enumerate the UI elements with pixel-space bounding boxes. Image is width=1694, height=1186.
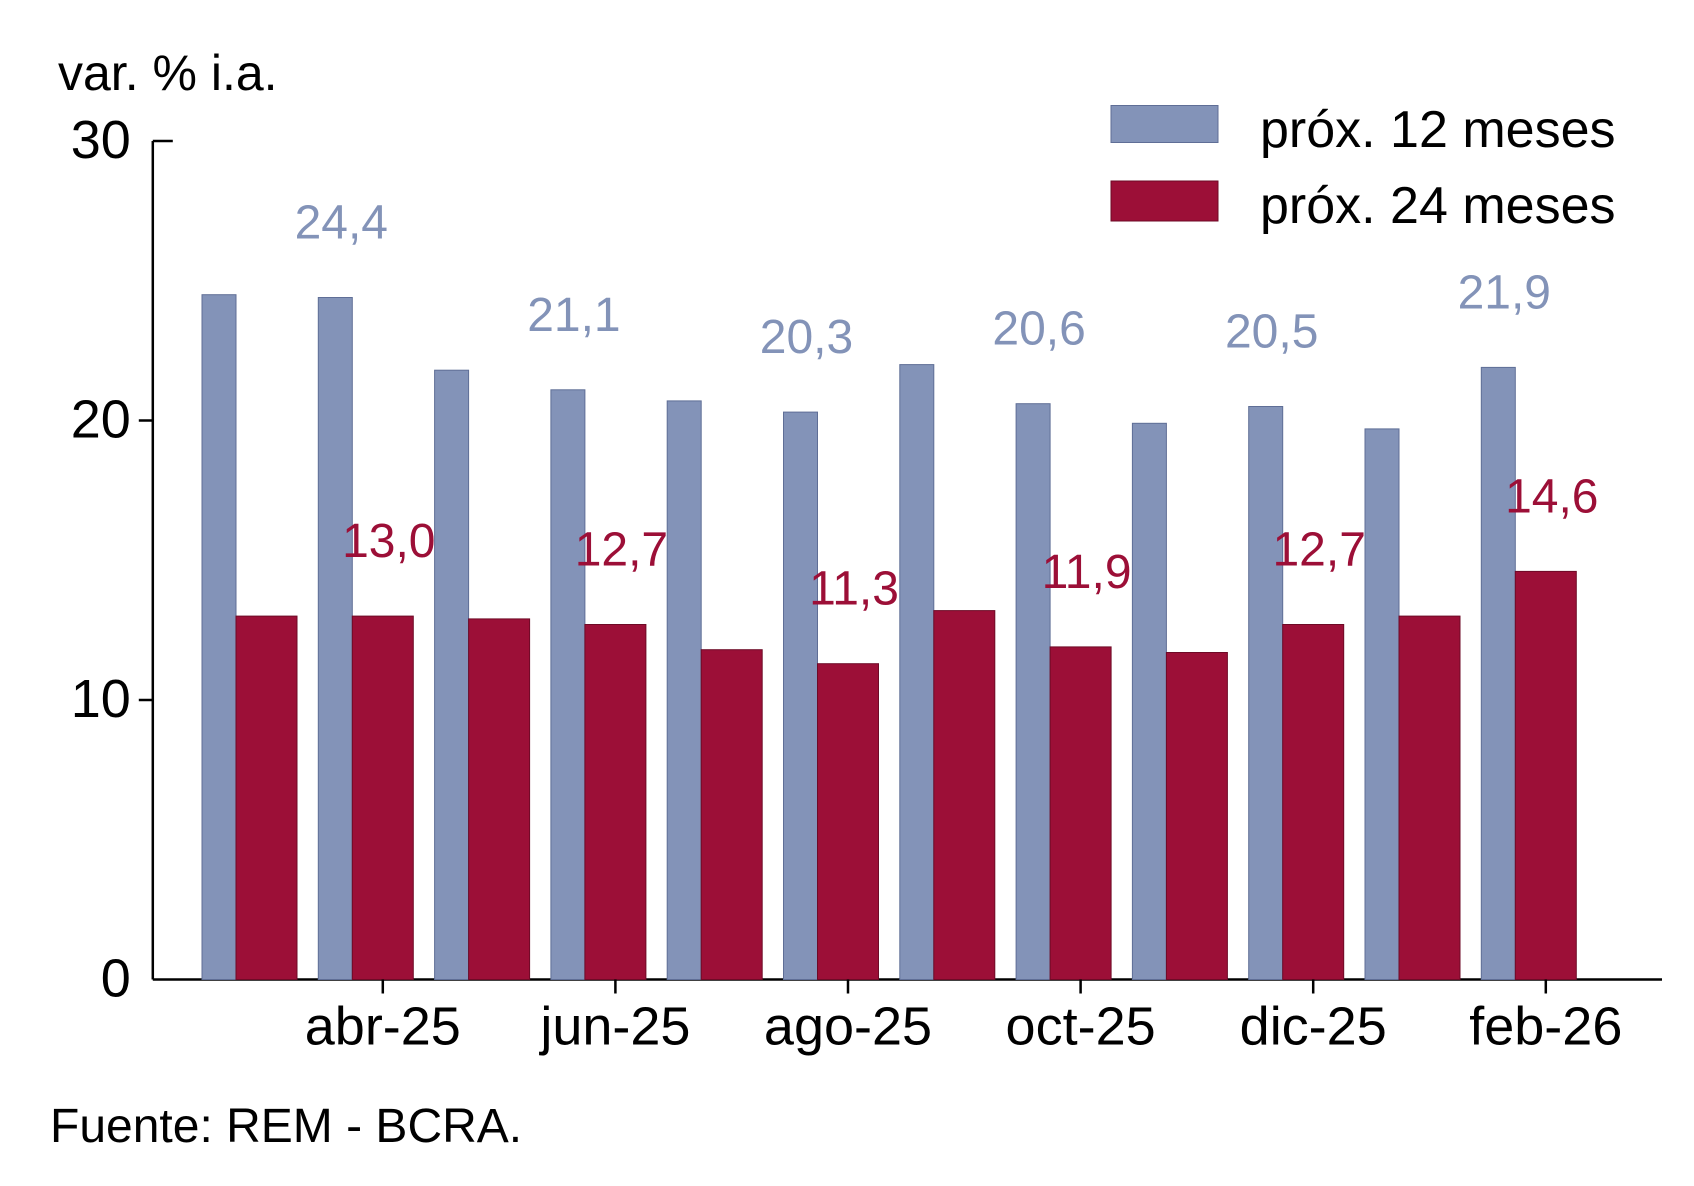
svg-text:abr-25: abr-25	[305, 997, 461, 1057]
svg-text:14,6: 14,6	[1505, 470, 1598, 523]
svg-text:dic-25: dic-25	[1240, 997, 1387, 1057]
svg-text:12,7: 12,7	[575, 524, 668, 577]
svg-text:20,5: 20,5	[1225, 306, 1318, 359]
svg-text:próx. 12 meses: próx. 12 meses	[1260, 101, 1616, 159]
svg-text:11,3: 11,3	[809, 563, 899, 616]
svg-text:20,6: 20,6	[992, 303, 1085, 356]
svg-text:21,1: 21,1	[527, 289, 620, 342]
svg-text:20: 20	[71, 390, 131, 450]
svg-text:20,3: 20,3	[760, 311, 853, 364]
svg-text:Fuente: REM - BCRA.: Fuente: REM - BCRA.	[50, 1100, 522, 1153]
svg-text:12,7: 12,7	[1272, 524, 1365, 577]
svg-text:24,4: 24,4	[295, 197, 388, 250]
svg-text:jun-25: jun-25	[538, 997, 690, 1057]
svg-text:var. % i.a.: var. % i.a.	[58, 45, 278, 101]
svg-text:11,9: 11,9	[1042, 546, 1132, 599]
svg-text:feb-26: feb-26	[1469, 997, 1622, 1057]
svg-text:13,0: 13,0	[342, 515, 435, 568]
svg-text:ago-25: ago-25	[764, 997, 932, 1057]
svg-text:10: 10	[71, 669, 131, 729]
svg-text:oct-25: oct-25	[1006, 997, 1156, 1057]
svg-text:21,9: 21,9	[1458, 266, 1551, 319]
svg-text:30: 30	[71, 110, 131, 170]
svg-text:próx. 24 meses: próx. 24 meses	[1260, 177, 1616, 235]
svg-text:0: 0	[101, 949, 131, 1009]
